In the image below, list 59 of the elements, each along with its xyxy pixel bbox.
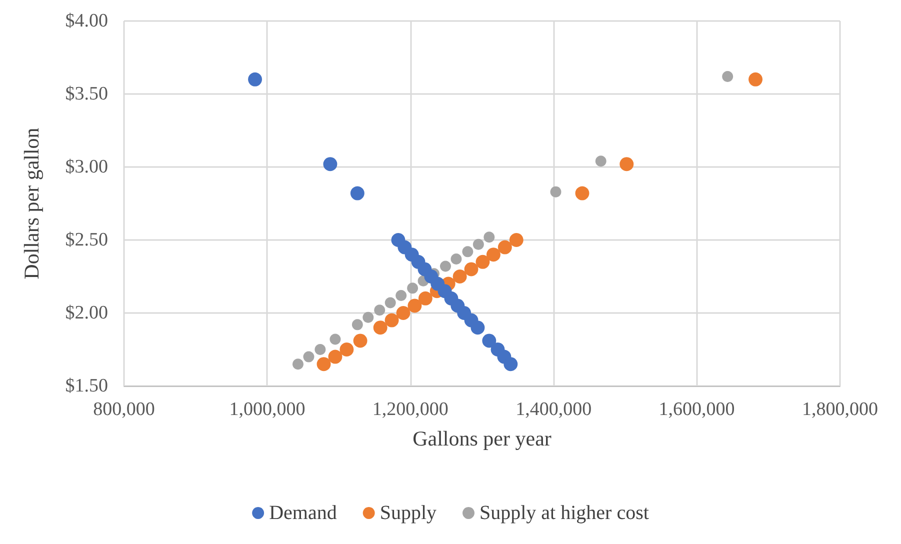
y-axis-title: Dollars per gallon: [20, 127, 44, 280]
legend-label: Demand: [269, 502, 337, 524]
point: [595, 156, 606, 167]
point: [323, 157, 338, 172]
point: [396, 290, 407, 301]
point: [292, 358, 304, 370]
point: [452, 270, 467, 284]
point: [384, 313, 399, 328]
x-tick-label: 1,200,000: [372, 399, 448, 420]
y-tick-label: $3.50: [65, 84, 108, 104]
legend-label: Supply at higher cost: [480, 502, 650, 524]
point: [418, 291, 432, 306]
x-tick-label: 1,000,000: [229, 399, 306, 420]
legend-label: Supply: [380, 502, 437, 524]
x-tick-label: 1,800,000: [802, 399, 878, 420]
y-tick-label: $4.00: [65, 10, 108, 32]
y-tick-label: $1.50: [65, 376, 108, 396]
x-tick-label: 800,000: [93, 399, 155, 420]
point: [303, 351, 314, 362]
point: [316, 357, 331, 372]
y-tick-label: $2.50: [65, 230, 108, 250]
point: [504, 357, 518, 372]
point: [470, 320, 485, 335]
point: [248, 72, 262, 86]
point: [722, 70, 734, 82]
point: [550, 186, 562, 198]
point: [328, 350, 342, 364]
point: [407, 282, 418, 294]
y-tick-label: $3.00: [65, 156, 108, 178]
point: [340, 342, 354, 356]
point: [498, 240, 512, 254]
point: [408, 298, 422, 313]
point: [484, 232, 495, 243]
point: [464, 262, 478, 276]
point: [620, 157, 634, 172]
point: [462, 246, 474, 258]
x-tick-label: 1,600,000: [658, 399, 735, 420]
x-tick-label: 1,400,000: [516, 399, 592, 420]
point: [440, 260, 451, 272]
point: [509, 233, 524, 247]
point: [450, 253, 462, 264]
point: [748, 72, 763, 86]
point: [374, 304, 386, 316]
point: [362, 312, 374, 323]
y-tick-label: $2.00: [65, 302, 108, 324]
point: [575, 186, 590, 200]
x-axis-title: Gallons per year: [412, 426, 552, 450]
point: [314, 344, 326, 355]
point: [330, 334, 341, 345]
point: [396, 306, 410, 320]
point: [476, 254, 490, 269]
point: [482, 334, 496, 348]
point: [350, 186, 364, 200]
point: [373, 320, 388, 335]
point: [384, 297, 396, 308]
point: [472, 238, 484, 250]
point: [353, 334, 368, 348]
point: [486, 248, 500, 262]
point: [352, 319, 363, 330]
